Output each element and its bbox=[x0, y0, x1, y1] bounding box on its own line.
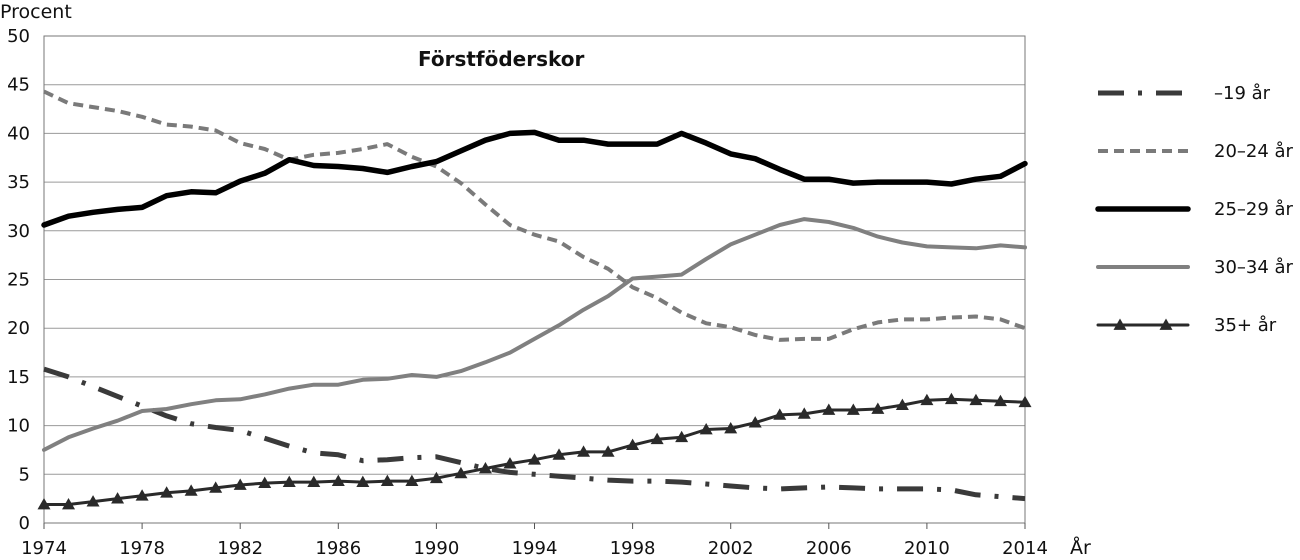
x-tick-label: 2010 bbox=[904, 538, 950, 559]
legend: –19 år 20–24 år 25–29 år 30–34 år 35+ år bbox=[1095, 83, 1294, 336]
data-point-marker bbox=[871, 402, 885, 414]
legend-label: 25–29 år bbox=[1214, 199, 1294, 220]
data-point-marker bbox=[748, 416, 762, 428]
data-point-marker bbox=[846, 403, 860, 415]
data-point-marker bbox=[1018, 395, 1032, 408]
x-tick-label: 2002 bbox=[708, 538, 754, 559]
x-tick-label: 1978 bbox=[119, 538, 165, 559]
data-point-marker bbox=[797, 407, 811, 419]
data-point-marker bbox=[601, 445, 615, 457]
series-lines bbox=[37, 89, 1032, 510]
legend-marker bbox=[1159, 318, 1173, 330]
y-tick-label: 10 bbox=[7, 416, 30, 437]
data-point-marker bbox=[503, 457, 517, 469]
x-axis-title: År bbox=[1070, 536, 1091, 559]
data-point-marker bbox=[160, 486, 174, 498]
data-point-marker bbox=[135, 489, 149, 501]
legend-label: 35+ år bbox=[1214, 315, 1277, 336]
data-point-marker bbox=[62, 497, 76, 510]
legend-label: 20–24 år bbox=[1214, 141, 1294, 162]
data-point-marker bbox=[969, 393, 983, 406]
data-point-marker bbox=[577, 445, 591, 457]
data-point-marker bbox=[822, 403, 836, 415]
y-axis-title: Procent bbox=[0, 1, 72, 23]
data-point-marker bbox=[944, 392, 958, 405]
y-tick-label: 20 bbox=[7, 318, 30, 339]
data-point-marker bbox=[675, 430, 689, 443]
data-point-marker bbox=[478, 461, 492, 474]
x-tick-label: 2014 bbox=[1002, 538, 1048, 559]
legend-marker bbox=[1113, 318, 1127, 330]
x-tick-label: 2006 bbox=[806, 538, 852, 559]
y-tick-label: 15 bbox=[7, 367, 30, 388]
data-point-marker bbox=[209, 481, 223, 493]
data-point-marker bbox=[724, 422, 738, 434]
x-tick-label: 1994 bbox=[512, 538, 558, 559]
data-point-marker bbox=[405, 474, 419, 486]
x-tick-label: 1990 bbox=[413, 538, 459, 559]
data-point-marker bbox=[699, 422, 713, 435]
legend-label: 30–34 år bbox=[1214, 257, 1294, 278]
data-point-marker bbox=[111, 492, 125, 504]
x-tick-label: 1998 bbox=[610, 538, 656, 559]
x-tick-label: 1974 bbox=[21, 538, 67, 559]
series-line-4 bbox=[42, 217, 1027, 452]
chart-title: Förstföderskor bbox=[418, 47, 585, 71]
x-tick-label: 1986 bbox=[315, 538, 361, 559]
series-line-2 bbox=[43, 89, 1026, 342]
axis-ticks: 0 5 10 15 20 25 30 35 40 45 50 1974 1978 1982 1986 1990… bbox=[7, 26, 1048, 559]
series-line-3 bbox=[41, 129, 1028, 228]
data-point-marker bbox=[258, 476, 272, 488]
y-tick-label: 25 bbox=[7, 270, 30, 291]
data-point-marker bbox=[626, 438, 640, 450]
data-point-marker bbox=[331, 474, 345, 486]
data-point-marker bbox=[920, 393, 934, 406]
data-point-marker bbox=[86, 495, 100, 507]
data-point-marker bbox=[773, 408, 787, 420]
data-point-marker bbox=[895, 398, 909, 411]
y-tick-label: 35 bbox=[7, 172, 30, 193]
legend-label: –19 år bbox=[1214, 83, 1271, 104]
y-tick-label: 45 bbox=[7, 75, 30, 96]
data-point-marker bbox=[380, 474, 394, 486]
data-point-marker bbox=[429, 471, 443, 484]
data-point-marker bbox=[307, 475, 321, 487]
data-point-marker bbox=[454, 466, 468, 479]
data-point-marker bbox=[356, 475, 370, 487]
y-tick-label: 30 bbox=[7, 221, 30, 242]
y-tick-label: 50 bbox=[7, 26, 30, 47]
data-point-marker bbox=[37, 497, 51, 510]
data-point-marker bbox=[552, 448, 566, 460]
data-point-marker bbox=[233, 478, 247, 490]
data-point-marker bbox=[282, 475, 296, 487]
data-point-marker bbox=[650, 432, 664, 445]
gridlines bbox=[44, 35, 1025, 524]
y-tick-label: 40 bbox=[7, 123, 30, 144]
y-tick-label: 5 bbox=[19, 464, 30, 485]
y-tick-label: 0 bbox=[19, 513, 30, 534]
data-point-marker bbox=[184, 484, 198, 496]
data-point-marker bbox=[993, 394, 1007, 407]
data-point-marker bbox=[528, 453, 541, 465]
series-line-1 bbox=[43, 366, 1026, 502]
x-tick-label: 1982 bbox=[217, 538, 263, 559]
